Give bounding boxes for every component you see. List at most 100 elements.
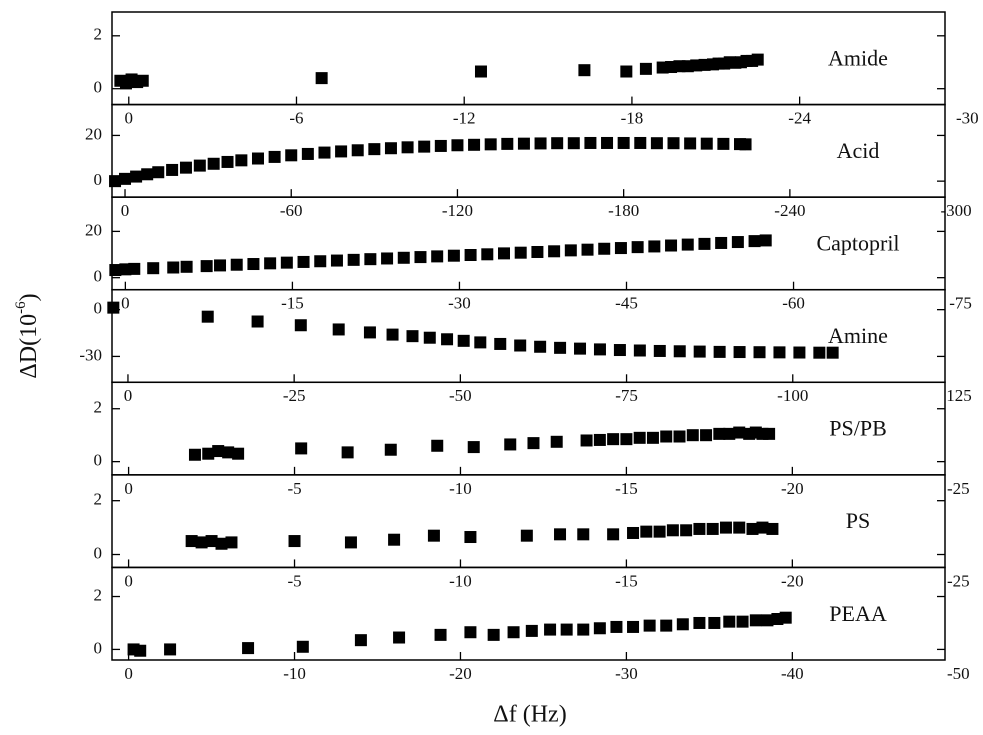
x-tick-label: -10 — [449, 479, 472, 498]
marker — [128, 262, 141, 275]
marker — [431, 439, 444, 452]
marker — [464, 249, 477, 261]
y-axis-label: ΔD(10-6) — [13, 293, 41, 378]
x-tick-label: -15 — [615, 571, 638, 590]
marker — [451, 139, 464, 152]
y-tick-label: 2 — [94, 398, 103, 417]
marker — [534, 137, 547, 150]
y-tick-label: 0 — [94, 543, 103, 562]
marker — [826, 346, 839, 359]
y-tick-label: 20 — [85, 220, 102, 239]
marker — [152, 166, 165, 179]
marker — [607, 528, 620, 541]
marker — [381, 252, 394, 265]
x-tick-label: -25 — [947, 479, 970, 498]
x-tick-label: -20 — [449, 664, 472, 683]
marker — [494, 337, 507, 350]
marker — [297, 255, 310, 268]
panel-frame — [111, 474, 946, 569]
marker — [643, 619, 656, 632]
marker — [544, 623, 557, 636]
marker — [639, 62, 652, 75]
marker — [235, 154, 248, 167]
marker — [264, 257, 277, 270]
marker — [723, 615, 736, 628]
marker — [578, 64, 591, 77]
panel-label: Captopril — [816, 230, 899, 255]
marker — [487, 628, 500, 641]
marker — [607, 433, 620, 446]
marker — [501, 137, 514, 150]
marker — [646, 431, 659, 444]
marker — [534, 340, 547, 353]
marker — [700, 429, 713, 442]
marker — [464, 626, 477, 639]
marker — [751, 53, 764, 66]
marker — [514, 246, 527, 259]
y-tick-label: 0 — [94, 299, 103, 318]
x-tick-label: -45 — [615, 294, 638, 313]
marker — [713, 427, 726, 440]
marker — [406, 330, 419, 343]
marker — [481, 248, 494, 261]
marker — [739, 138, 752, 151]
marker — [354, 634, 367, 647]
marker — [577, 623, 590, 636]
panel-frame — [111, 288, 946, 384]
marker — [650, 137, 663, 150]
marker — [514, 339, 527, 352]
x-tick-label: -50 — [947, 664, 970, 683]
x-tick-label: -5 — [287, 479, 301, 498]
marker — [761, 614, 774, 627]
marker — [447, 249, 460, 262]
panel-frame — [111, 11, 946, 106]
marker — [746, 522, 759, 535]
marker — [706, 522, 719, 535]
x-tick-label: -18 — [621, 108, 644, 127]
y-label-base: ΔD(10 — [16, 314, 42, 379]
marker — [723, 427, 736, 440]
marker — [166, 163, 179, 176]
marker — [779, 611, 792, 624]
marker — [285, 149, 298, 162]
x-tick-label: 0 — [125, 108, 134, 127]
y-tick-label: 0 — [94, 451, 103, 470]
marker — [567, 137, 580, 150]
x-tick-label: -60 — [782, 294, 805, 313]
marker — [431, 250, 444, 263]
marker — [763, 427, 776, 440]
marker — [136, 74, 149, 87]
marker — [574, 342, 587, 355]
marker — [593, 343, 606, 356]
x-tick-label: -24 — [788, 108, 811, 127]
marker — [733, 346, 746, 359]
panel-label: PS — [846, 508, 870, 533]
panel-label: PS/PB — [829, 416, 887, 441]
marker — [715, 236, 728, 249]
marker — [301, 147, 314, 160]
marker — [660, 430, 673, 443]
panel-frame — [111, 103, 946, 198]
x-tick-label: -75 — [949, 294, 972, 313]
marker — [753, 346, 766, 359]
marker — [525, 624, 538, 637]
marker — [330, 254, 343, 267]
x-tick-label: 0 — [124, 479, 133, 498]
marker — [368, 143, 381, 156]
marker — [179, 161, 192, 174]
y-tick-label: 0 — [94, 267, 103, 286]
marker — [627, 526, 640, 539]
marker — [188, 448, 201, 461]
marker — [773, 346, 786, 359]
marker — [215, 537, 228, 550]
x-tick-label: -25 — [283, 386, 306, 405]
panel-frame — [111, 566, 946, 661]
marker — [230, 258, 243, 271]
marker — [232, 447, 245, 460]
marker — [793, 346, 806, 359]
marker — [318, 146, 331, 159]
marker — [341, 446, 354, 459]
marker — [386, 328, 399, 341]
x-tick-label: -10 — [283, 664, 306, 683]
marker — [351, 144, 364, 157]
